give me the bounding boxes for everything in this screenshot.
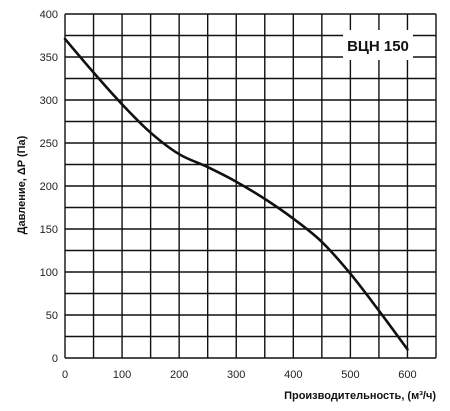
x-tick-label: 500 — [341, 369, 359, 381]
x-tick-label: 400 — [284, 369, 302, 381]
x-tick-label: 100 — [113, 369, 131, 381]
y-tick-labels: 0 50 100 150 200 250 300 350 400 — [40, 9, 58, 365]
y-tick-label: 150 — [40, 224, 58, 236]
x-tick-label: 300 — [227, 369, 245, 381]
y-axis-label: Давление, ΔP (Па) — [16, 135, 28, 234]
y-tick-label: 250 — [40, 138, 58, 150]
curve-layer — [63, 37, 409, 351]
model-label: ВЦН 150 — [347, 38, 409, 55]
x-axis-label: Производительность, (м³/ч) — [284, 390, 436, 402]
performance-curve — [63, 37, 409, 351]
x-tick-labels: 0 100 200 300 400 500 600 — [62, 369, 417, 381]
y-tick-label: 200 — [40, 181, 58, 193]
chart-grid — [64, 13, 437, 359]
y-tick-label: 300 — [40, 95, 58, 107]
y-tick-label: 400 — [40, 9, 58, 21]
x-tick-label: 200 — [170, 369, 188, 381]
y-tick-label: 100 — [40, 267, 58, 279]
model-label-box — [343, 30, 413, 60]
y-tick-label: 0 — [52, 353, 58, 365]
y-tick-label: 350 — [40, 52, 58, 64]
x-tick-label: 0 — [62, 369, 68, 381]
x-tick-label: 600 — [398, 369, 416, 381]
y-tick-label: 50 — [46, 310, 58, 322]
